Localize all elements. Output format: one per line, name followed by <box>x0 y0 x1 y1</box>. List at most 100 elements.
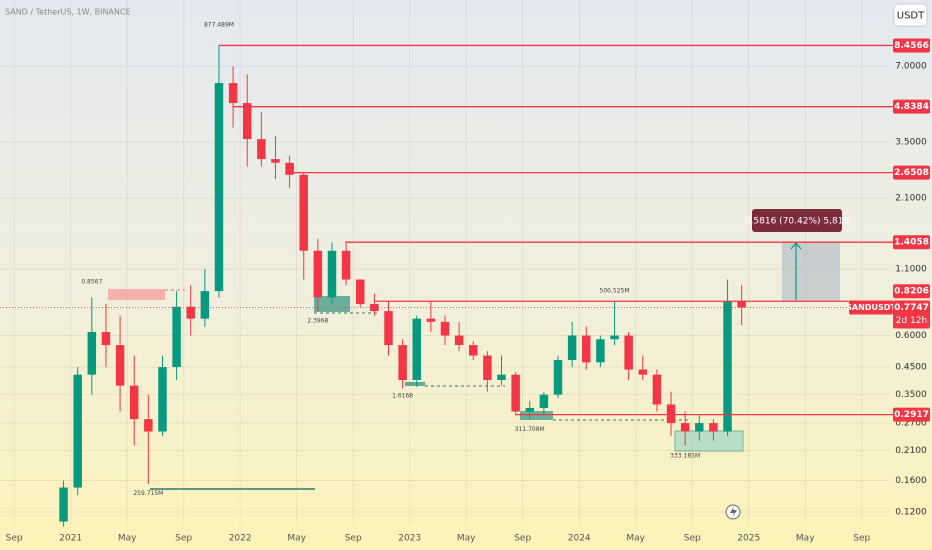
x-tick-label: May <box>118 534 137 544</box>
annotation: 500.525M <box>600 288 630 295</box>
level-label-bg <box>893 407 930 422</box>
x-tick-label: 2024 <box>568 534 591 544</box>
zone <box>520 411 553 420</box>
x-tick-label: 2023 <box>398 534 421 544</box>
y-tick-label: 0.6000 <box>895 331 927 341</box>
candle-body <box>73 374 82 488</box>
candle-body <box>440 321 450 336</box>
price-label: 0.7747 <box>894 303 929 313</box>
level-label-bg <box>893 235 930 250</box>
y-tick-label: 2.1000 <box>895 194 927 204</box>
candle-body <box>723 301 732 432</box>
level-label: 0.8206 <box>894 287 929 297</box>
candle-body <box>370 304 379 312</box>
y-tick-label: 1.1000 <box>895 265 927 275</box>
currency-label[interactable]: USDT <box>897 11 925 22</box>
candle-body <box>695 423 704 432</box>
candle-body <box>553 360 563 395</box>
x-tick-label: Sep <box>6 534 23 544</box>
level-label: 1.4058 <box>894 238 929 248</box>
annotation: 877.489M <box>204 21 234 28</box>
candle-body <box>426 318 436 322</box>
candle-body <box>666 404 676 424</box>
candle-body <box>341 250 351 280</box>
candle-body <box>652 374 662 405</box>
candle-body <box>680 423 690 432</box>
candle-body <box>511 374 520 412</box>
candle-body <box>144 419 153 432</box>
candle-body <box>299 174 308 251</box>
y-tick-label: 0.3500 <box>895 390 927 400</box>
annotation: 259.715M <box>133 490 163 497</box>
countdown-label: 2d 12h <box>896 316 927 326</box>
annotation: 1.6168 <box>392 393 413 400</box>
level-label: 0.2917 <box>894 410 929 420</box>
x-tick-label: 2022 <box>229 534 252 544</box>
level-label: 2.6508 <box>894 168 929 178</box>
y-tick-label: 0.2100 <box>895 446 927 456</box>
candle-body <box>59 487 68 522</box>
x-tick-label: 2021 <box>59 534 82 544</box>
event-bolt <box>730 506 737 518</box>
candle-body <box>596 339 605 363</box>
level-label: 4.8384 <box>894 102 929 112</box>
candle-body <box>285 162 294 175</box>
x-tick-label: Sep <box>514 534 531 544</box>
candle-body <box>624 335 633 370</box>
candle-body <box>87 331 97 375</box>
candle-body <box>582 335 591 363</box>
candle-body <box>257 139 266 160</box>
measure-box <box>782 242 840 301</box>
candle-body <box>497 374 506 381</box>
currency-button[interactable] <box>893 3 928 27</box>
candle-body <box>638 369 648 375</box>
annotation: 2.3968 <box>307 318 328 325</box>
candle-body <box>186 306 195 319</box>
candle-body <box>271 159 280 163</box>
annotation: 0.8567 <box>81 278 102 285</box>
candle-body <box>737 301 746 308</box>
level-label-bg <box>893 99 930 114</box>
candle-body <box>356 279 365 305</box>
candle-body <box>158 367 167 432</box>
x-tick-label: 2025 <box>737 534 760 544</box>
candle-body <box>101 331 111 346</box>
candle-body <box>539 394 549 408</box>
candle-body <box>469 345 478 356</box>
measure-label: 0.5816 (70.42%) 5,816 <box>745 217 850 227</box>
candle-body <box>398 345 407 381</box>
zone <box>674 430 744 452</box>
candle-body <box>525 407 534 412</box>
candle-body <box>172 306 181 368</box>
arrow-head <box>790 242 802 250</box>
price-label-bg <box>893 300 930 329</box>
candle-body <box>412 318 421 381</box>
candle-body <box>709 423 718 432</box>
candle-body <box>327 250 337 298</box>
candle-body <box>454 335 464 346</box>
candle-body <box>228 83 238 104</box>
y-tick-label: 0.4500 <box>895 363 927 373</box>
level-label-bg <box>893 38 930 53</box>
candle-body <box>610 335 619 340</box>
symbol-label-bg <box>849 300 893 315</box>
y-tick-label: 0.1600 <box>895 476 927 486</box>
zone <box>108 289 165 300</box>
annotation: 333.185M <box>670 453 700 460</box>
x-tick-label: May <box>796 534 815 544</box>
y-tick-label: 3.5000 <box>895 138 927 148</box>
x-tick-label: Sep <box>175 534 192 544</box>
level-label-bg <box>893 284 930 299</box>
y-tick-label: 7.0000 <box>895 62 927 72</box>
measure-label-bg <box>752 209 842 232</box>
y-tick-label: 0.1200 <box>895 508 927 518</box>
candle-body <box>129 385 139 420</box>
chart-title: SAND / TetherUS, 1W, BINANCE <box>5 8 131 17</box>
x-tick-label: Sep <box>853 534 870 544</box>
candle-body <box>200 291 210 319</box>
zone <box>405 382 425 386</box>
candle-body <box>214 83 224 292</box>
candle-body <box>384 311 393 346</box>
